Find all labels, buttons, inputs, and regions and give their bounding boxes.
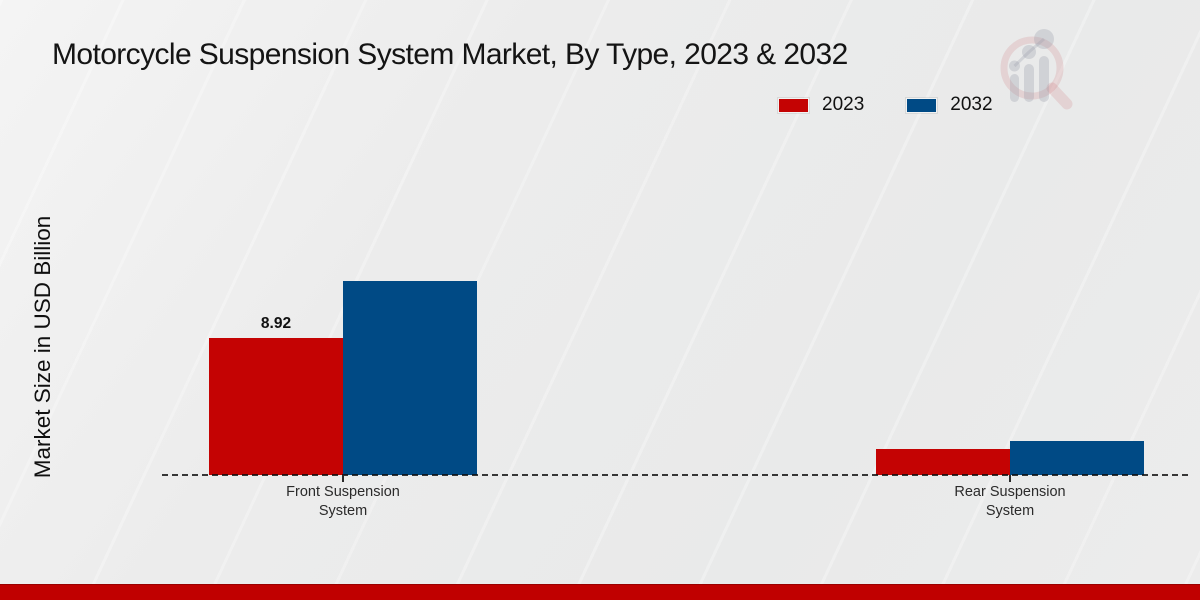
chart-title: Motorcycle Suspension System Market, By …: [52, 38, 848, 71]
bar-2023-category-1: [876, 449, 1010, 475]
bar-value-label: 8.92: [260, 315, 292, 332]
category-label: Rear Suspension System: [954, 484, 1066, 519]
bar-2023-category-0: [209, 338, 343, 475]
x-axis-dashed-line: [162, 474, 1188, 476]
legend-label-2023: 2023: [822, 94, 865, 115]
category-label: Front Suspension System: [286, 484, 400, 519]
legend-swatch-2032: [906, 97, 938, 113]
bar-2032-category-0: [343, 281, 477, 475]
bar-2032-category-1: [1010, 441, 1144, 475]
legend-item-2023: 2023: [778, 94, 864, 116]
legend: 2023 2032: [778, 94, 993, 116]
x-axis-tick: [342, 475, 344, 482]
legend-label-2032: 2032: [950, 94, 993, 115]
footer-accent-band: [0, 584, 1200, 600]
legend-item-2032: 2032: [906, 94, 993, 116]
legend-swatch-2023: [778, 97, 809, 113]
x-axis-tick: [1009, 475, 1011, 482]
